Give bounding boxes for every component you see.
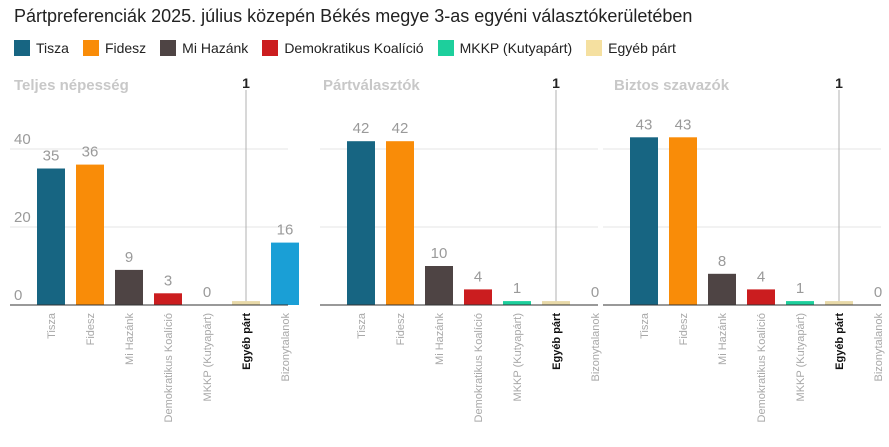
bar-2 <box>115 269 143 305</box>
category-label: Fidesz <box>678 313 690 345</box>
bar-0 <box>630 137 658 305</box>
data-label: 10 <box>431 245 448 262</box>
data-label: 9 <box>125 249 133 266</box>
legend: Tisza Fidesz Mi Hazánk Demokratikus Koal… <box>14 40 690 56</box>
bar-1 <box>386 141 414 305</box>
category-label: Tisza <box>639 312 651 339</box>
data-label: 0 <box>203 284 211 301</box>
legend-swatch <box>82 40 99 56</box>
legend-swatch <box>14 40 30 56</box>
data-label: 1 <box>513 280 521 297</box>
data-label: 36 <box>82 144 99 161</box>
legend-item-fidesz[interactable]: Fidesz <box>82 40 147 56</box>
category-label: Egyéb párt <box>241 313 253 370</box>
legend-swatch <box>160 40 177 56</box>
data-label: 0 <box>874 284 882 301</box>
bar-0 <box>347 141 375 305</box>
data-label: 16 <box>277 222 294 239</box>
y-tick-label: 20 <box>14 209 31 226</box>
category-label: Demokratikus Koalíció <box>473 313 485 422</box>
legend-label: Egyéb párt <box>608 40 676 56</box>
bar-2 <box>708 273 736 305</box>
legend-item-mi-hazank[interactable]: Mi Hazánk <box>160 40 248 56</box>
bar-0 <box>37 168 65 305</box>
legend-item-mkkp[interactable]: MKKP (Kutyapárt) <box>437 40 573 56</box>
category-label: Mi Hazánk <box>434 313 446 365</box>
category-label: Demokratikus Koalíció <box>163 313 175 422</box>
category-label: Mi Hazánk <box>124 313 136 365</box>
data-label: 4 <box>474 268 482 285</box>
category-label: Fidesz <box>85 313 97 345</box>
highlight-label: 1 <box>552 75 560 91</box>
bar-5 <box>825 301 853 305</box>
highlight-label: 1 <box>242 75 250 91</box>
category-label: Bizonytalanok <box>873 313 885 382</box>
category-label: Egyéb párt <box>551 313 563 370</box>
category-label: Bizonytalanok <box>280 313 292 382</box>
data-label: 42 <box>392 120 409 137</box>
bar-1 <box>76 164 104 305</box>
chart-title: Pártpreferenciák 2025. július közepén Bé… <box>14 6 693 26</box>
legend-label: MKKP (Kutyapárt) <box>459 40 573 56</box>
charts-area: Teljes népesség02040135Tisza36Fidesz9Mi … <box>10 75 885 422</box>
highlight-label: 1 <box>835 75 843 91</box>
panel-title: Teljes népesség <box>14 77 129 94</box>
y-tick-label: 0 <box>14 287 22 304</box>
category-label: Demokratikus Koalíció <box>756 313 768 422</box>
data-label: 43 <box>636 116 653 133</box>
category-label: MKKP (Kutyapárt) <box>512 313 524 401</box>
data-label: 3 <box>164 272 172 289</box>
bar-3 <box>154 293 182 305</box>
legend-item-egyeb[interactable]: Egyéb párt <box>586 40 676 56</box>
legend-swatch <box>262 40 279 56</box>
category-label: Tisza <box>46 312 58 339</box>
legend-label: Demokratikus Koalíció <box>284 40 424 56</box>
data-label: 8 <box>718 253 726 270</box>
data-label: 43 <box>675 116 692 133</box>
legend-label: Fidesz <box>104 40 147 56</box>
data-label: 42 <box>353 120 370 137</box>
category-label: MKKP (Kutyapárt) <box>795 313 807 401</box>
category-label: Egyéb párt <box>834 313 846 370</box>
legend-label: Mi Hazánk <box>182 40 249 56</box>
bar-5 <box>232 301 260 305</box>
bar-4 <box>786 301 814 305</box>
data-label: 0 <box>591 284 599 301</box>
category-label: MKKP (Kutyapárt) <box>202 313 214 401</box>
data-label: 35 <box>43 148 60 165</box>
data-label: 1 <box>796 280 804 297</box>
category-label: Bizonytalanok <box>590 313 602 382</box>
bar-2 <box>425 266 453 305</box>
bar-6 <box>271 242 299 305</box>
category-label: Tisza <box>356 312 368 339</box>
bar-4 <box>503 301 531 305</box>
bar-1 <box>669 137 697 305</box>
legend-item-tisza[interactable]: Tisza <box>14 40 69 56</box>
panel-title: Biztos szavazók <box>614 77 730 94</box>
legend-label: Tisza <box>36 40 69 56</box>
bar-3 <box>464 289 492 305</box>
legend-item-dk[interactable]: Demokratikus Koalíció <box>262 40 424 56</box>
legend-swatch <box>586 40 603 56</box>
panel-title: Pártválasztók <box>323 77 420 94</box>
bar-5 <box>542 301 570 305</box>
category-label: Fidesz <box>395 313 407 345</box>
data-label: 4 <box>757 268 765 285</box>
y-tick-label: 40 <box>14 131 31 148</box>
legend-swatch <box>437 40 454 56</box>
category-label: Mi Hazánk <box>717 313 729 365</box>
bar-3 <box>747 289 775 305</box>
